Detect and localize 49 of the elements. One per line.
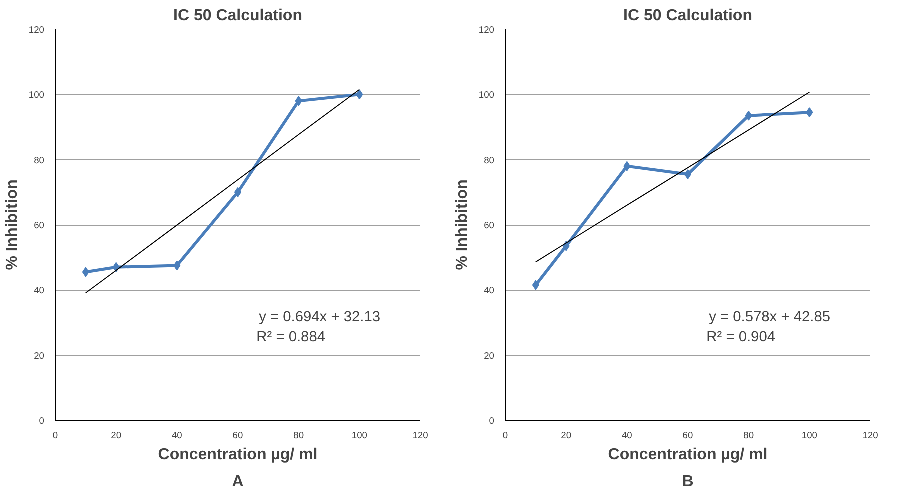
annotation: R² = 0.884 bbox=[256, 330, 326, 346]
annotation: R² = 0.904 bbox=[706, 330, 776, 346]
y-tick-label: 20 bbox=[34, 350, 45, 361]
line-series bbox=[535, 92, 810, 263]
y-tick-label: 20 bbox=[484, 350, 495, 361]
text: A bbox=[232, 474, 244, 490]
x-tick-label: 20 bbox=[111, 430, 122, 440]
y-tick-label: 0 bbox=[39, 416, 45, 426]
annotation: y = 0.694x + 32.13 bbox=[259, 310, 381, 326]
y-tick-label: 80 bbox=[34, 155, 45, 166]
y-axis-title: % Inhibition bbox=[454, 180, 471, 270]
y-tick-label: 60 bbox=[484, 220, 495, 230]
x-axis-title: Concentration µg/ ml bbox=[158, 446, 318, 464]
point bbox=[532, 280, 540, 290]
x-tick-label: 0 bbox=[52, 430, 58, 440]
point bbox=[356, 90, 364, 100]
y-tick-label: 0 bbox=[489, 416, 495, 426]
point bbox=[806, 108, 814, 118]
chart-title: IC 50 Calculation bbox=[174, 8, 302, 24]
y-tick-label: 60 bbox=[34, 220, 45, 230]
x-tick-label: 40 bbox=[172, 430, 182, 440]
x-tick-label: 40 bbox=[622, 430, 632, 440]
y-tick-label: 120 bbox=[478, 25, 495, 35]
text: B bbox=[682, 474, 694, 490]
annotation: y = 0.578x + 42.85 bbox=[709, 310, 831, 326]
y-tick-label: 120 bbox=[28, 25, 45, 35]
y-tick-label: 100 bbox=[478, 90, 495, 100]
x-tick-label: 20 bbox=[561, 430, 572, 440]
x-tick-label: 100 bbox=[352, 430, 368, 440]
y-axis-title: % Inhibition bbox=[4, 180, 21, 270]
y-tick-label: 40 bbox=[34, 286, 45, 296]
y-tick-label: 80 bbox=[484, 155, 495, 166]
x-tick-label: 0 bbox=[502, 430, 508, 440]
x-tick-label: 80 bbox=[294, 430, 304, 440]
point bbox=[745, 110, 752, 121]
x-tick-label: 120 bbox=[412, 430, 428, 440]
x-tick-label: 100 bbox=[802, 430, 818, 440]
point bbox=[174, 260, 181, 271]
y-tick-label: 100 bbox=[28, 90, 45, 100]
x-tick-label: 120 bbox=[862, 430, 878, 440]
point bbox=[624, 161, 631, 172]
x-tick-label: 60 bbox=[682, 430, 694, 440]
point bbox=[295, 96, 302, 106]
y-tick-label: 40 bbox=[484, 286, 495, 296]
point bbox=[82, 267, 90, 278]
x-tick-label: 60 bbox=[232, 430, 244, 440]
x-tick-label: 80 bbox=[744, 430, 754, 440]
x-axis-title: Concentration µg/ ml bbox=[608, 446, 768, 464]
chart-title: IC 50 Calculation bbox=[624, 8, 752, 24]
